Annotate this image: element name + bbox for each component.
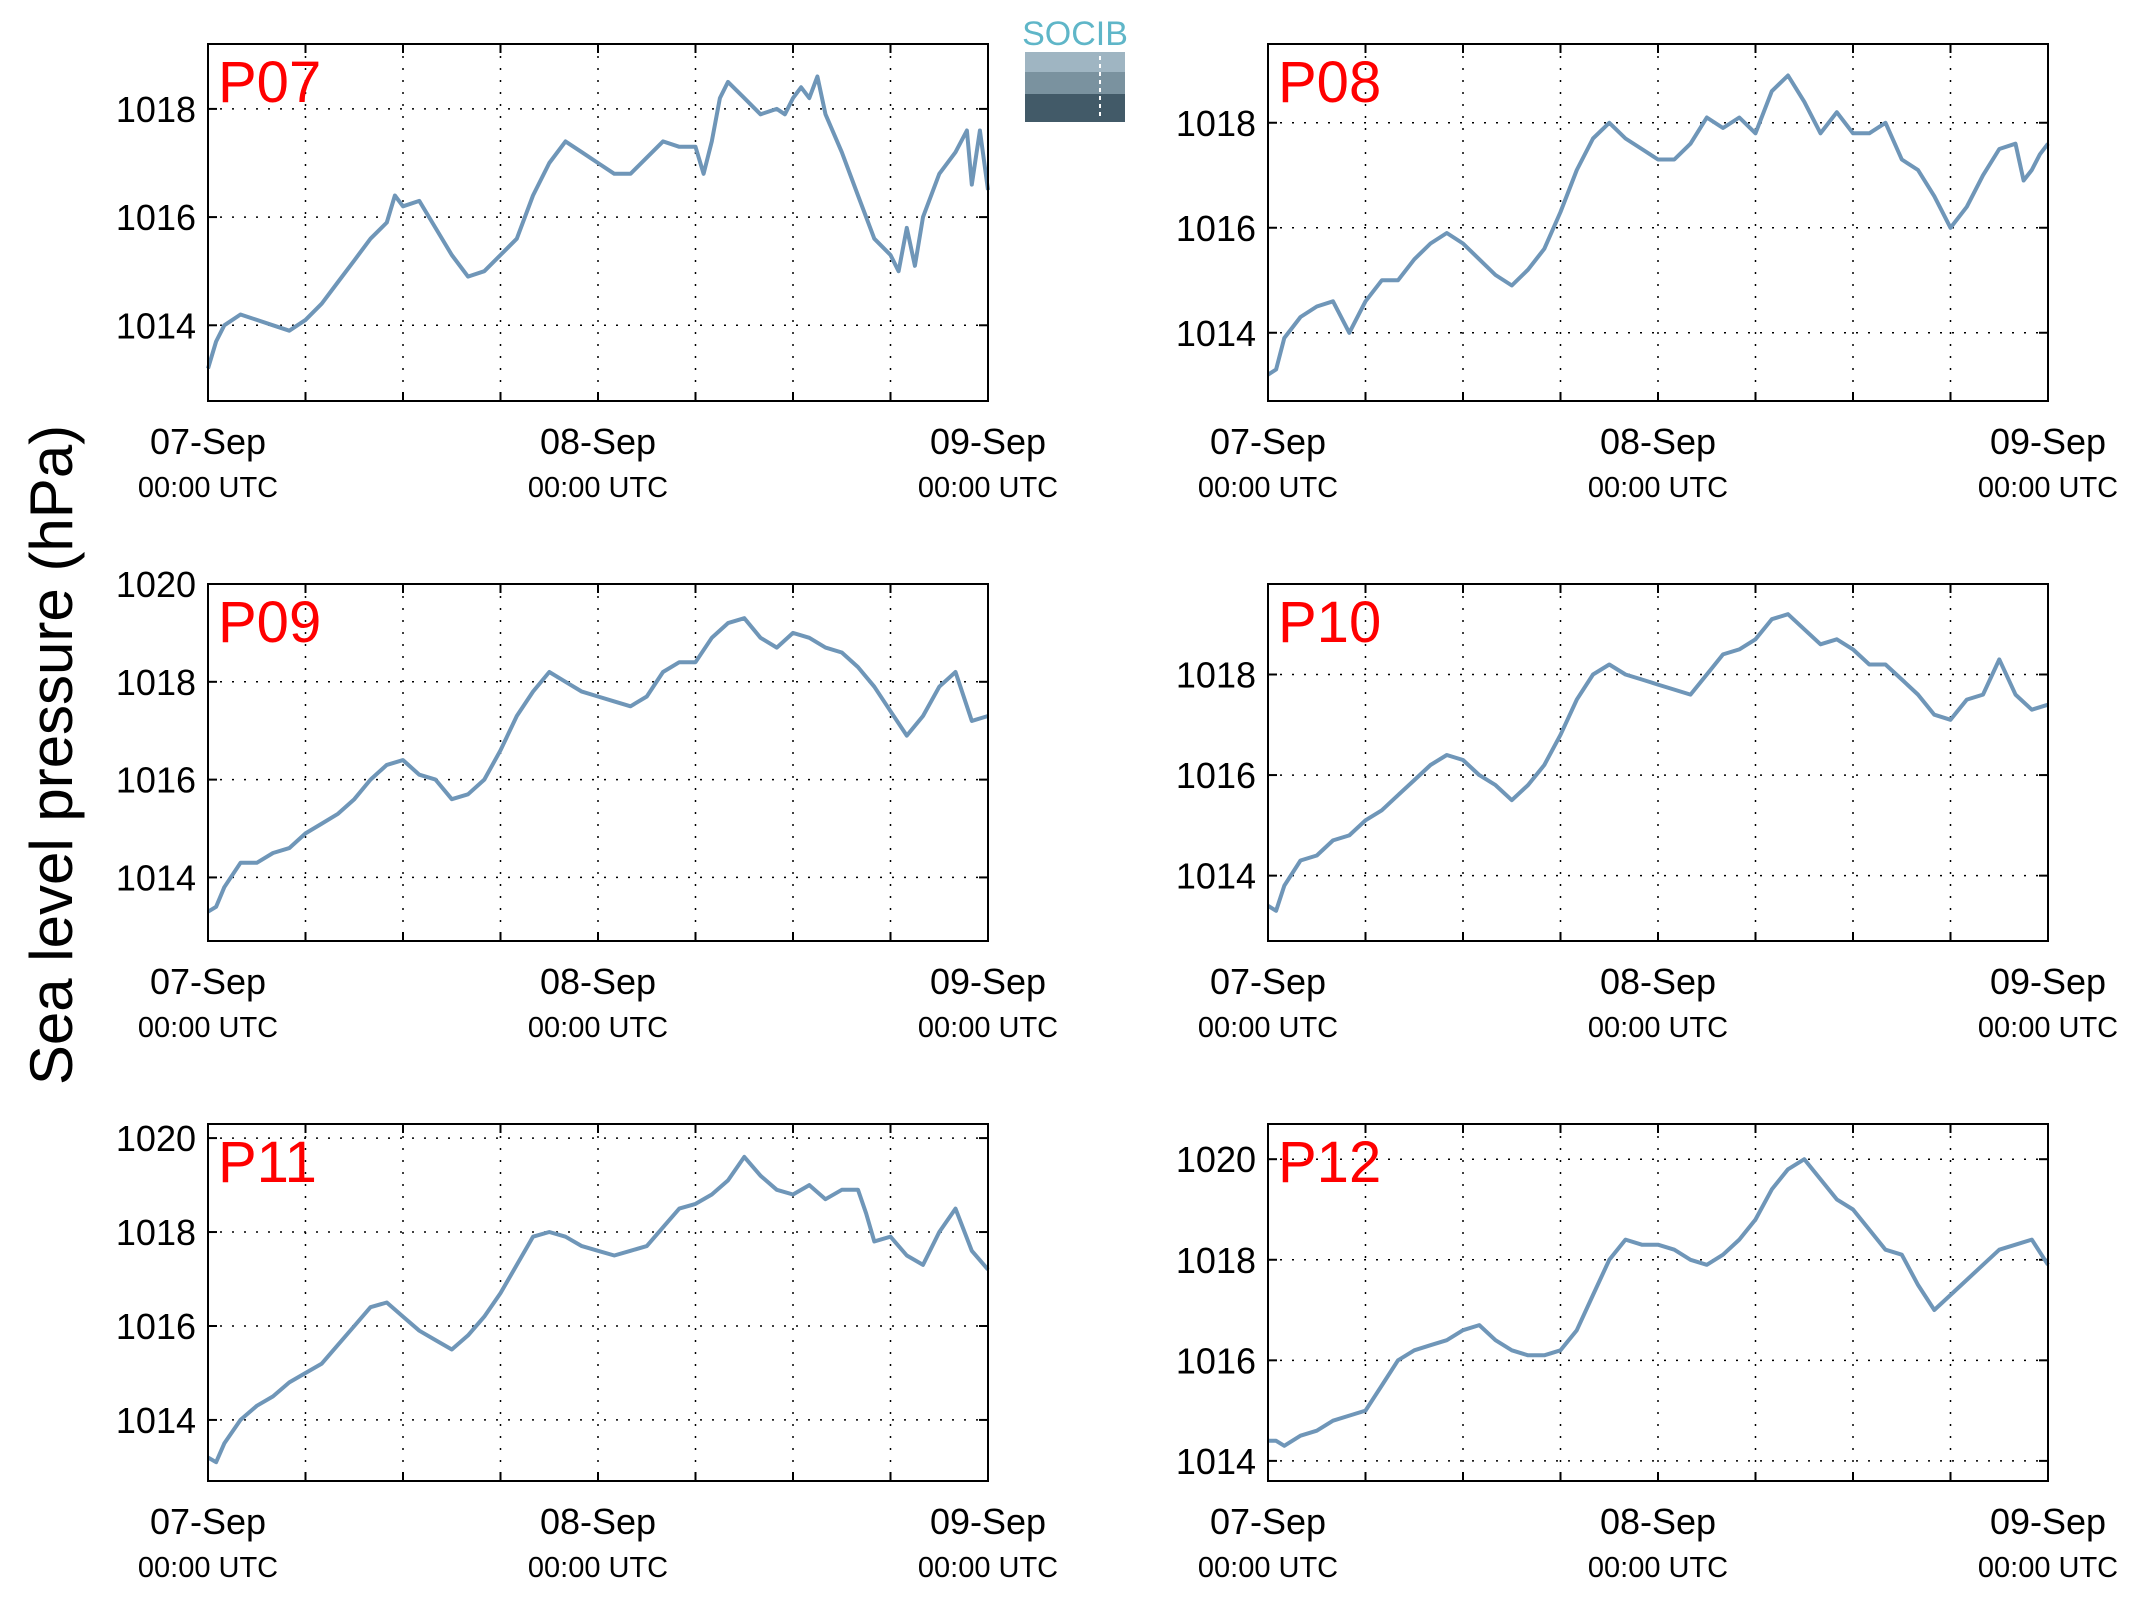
x-tick-label-time: 00:00 UTC (918, 1012, 1058, 1044)
y-tick-label: 1014 (1176, 856, 1256, 897)
x-tick-label-date: 08-Sep (1600, 961, 1716, 1002)
x-tick-label-time: 00:00 UTC (138, 472, 278, 504)
panel-label: P11 (218, 1130, 317, 1195)
panel-label: P09 (218, 590, 321, 655)
x-tick-label-time: 00:00 UTC (1978, 472, 2118, 504)
x-tick-label-date: 09-Sep (1990, 961, 2106, 1002)
axes-box (1267, 1123, 2049, 1482)
x-tick-label-date: 07-Sep (1210, 961, 1326, 1002)
y-tick-label: 1016 (1176, 755, 1256, 796)
y-tick-label: 1020 (116, 564, 196, 605)
y-tick-label: 1018 (116, 89, 196, 130)
x-tick-label-time: 00:00 UTC (918, 472, 1058, 504)
x-tick-label-time: 00:00 UTC (138, 1012, 278, 1044)
y-tick-label: 1016 (116, 1306, 196, 1347)
pressure-series-line (1266, 612, 2049, 913)
axes-box (207, 43, 989, 402)
chart-panels: 1014 1016 1018 07-Sep 00:00 UTC 08-Sep 00:00 U… (116, 43, 2118, 1584)
y-tick-label: 1020 (1176, 1139, 1256, 1180)
y-axis-label: Sea level pressure (hPa) (18, 425, 85, 1085)
y-tick-label: 1014 (1176, 313, 1256, 354)
logo-text: SOCIB (1022, 15, 1128, 53)
x-tick-label-time: 00:00 UTC (1198, 472, 1338, 504)
x-tick-label-date: 09-Sep (930, 1501, 1046, 1542)
x-tick-label-time: 00:00 UTC (1588, 1552, 1728, 1584)
chart-panel-p10: 1014 1016 1018 07-Sep 00:00 UTC 08-Sep 00:00 U… (1176, 583, 2118, 1044)
x-tick-label-date: 09-Sep (1990, 1501, 2106, 1542)
x-tick-label-date: 07-Sep (1210, 421, 1326, 462)
pressure-series-line (206, 616, 989, 914)
chart-panel-p07: 1014 1016 1018 07-Sep 00:00 UTC 08-Sep 00:00 U… (116, 43, 1058, 504)
x-tick-label-time: 00:00 UTC (1198, 1012, 1338, 1044)
x-tick-label-date: 09-Sep (930, 961, 1046, 1002)
pressure-series-line (1268, 1157, 2050, 1448)
y-tick-label: 1018 (1176, 103, 1256, 144)
y-tick-label: 1018 (1176, 655, 1256, 696)
chart-panel-p09: 1014 1016 1018 1020 07-Sep 00:00 UTC 08-Sep 00:… (116, 564, 1058, 1044)
x-tick-label-time: 00:00 UTC (1978, 1012, 2118, 1044)
x-tick-label-time: 00:00 UTC (1588, 1012, 1728, 1044)
panel-label: P12 (1278, 1130, 1381, 1195)
y-tick-label: 1018 (1176, 1240, 1256, 1281)
y-tick-label: 1018 (116, 662, 196, 703)
x-tick-label-time: 00:00 UTC (528, 472, 668, 504)
y-tick-label: 1016 (1176, 1340, 1256, 1381)
y-tick-label: 1016 (116, 197, 196, 238)
pressure-series-line (206, 1154, 990, 1465)
x-tick-label-date: 08-Sep (1600, 421, 1716, 462)
axes-box (1267, 583, 2049, 942)
chart-panel-p08: 1014 1016 1018 07-Sep 00:00 UTC 08-Sep 00:00 U… (1176, 43, 2118, 504)
axes-box (207, 1123, 989, 1482)
pressure-series-line (1266, 73, 2050, 377)
panel-label: P08 (1278, 50, 1381, 115)
y-tick-label: 1014 (116, 305, 196, 346)
x-tick-label-time: 00:00 UTC (1588, 472, 1728, 504)
panel-label: P07 (218, 50, 321, 115)
x-tick-label-time: 00:00 UTC (1978, 1552, 2118, 1584)
panel-label: P10 (1278, 590, 1381, 655)
x-tick-label-time: 00:00 UTC (138, 1552, 278, 1584)
y-tick-label: 1018 (116, 1212, 196, 1253)
x-tick-label-time: 00:00 UTC (528, 1012, 668, 1044)
y-tick-label: 1014 (116, 1400, 196, 1441)
x-tick-label-time: 00:00 UTC (528, 1552, 668, 1584)
x-tick-label-date: 09-Sep (930, 421, 1046, 462)
x-tick-label-date: 07-Sep (150, 1501, 266, 1542)
pressure-series-line (206, 74, 990, 370)
x-tick-label-date: 08-Sep (540, 961, 656, 1002)
y-tick-label: 1020 (116, 1118, 196, 1159)
x-tick-label-date: 07-Sep (1210, 1501, 1326, 1542)
x-tick-label-date: 08-Sep (540, 1501, 656, 1542)
y-tick-label: 1016 (116, 760, 196, 801)
x-tick-label-date: 09-Sep (1990, 421, 2106, 462)
chart-panel-p12: 1014 1016 1018 1020 07-Sep 00:00 UTC 08-Sep 00:… (1176, 1123, 2118, 1584)
y-tick-label: 1014 (116, 857, 196, 898)
axes-box (207, 583, 989, 942)
y-tick-label: 1014 (1176, 1441, 1256, 1482)
socib-logo: SOCIB (1022, 15, 1128, 122)
chart-panel-p11: 1014 1016 1018 1020 07-Sep 00:00 UTC 08-Sep 00:… (116, 1118, 1058, 1584)
x-tick-label-date: 08-Sep (1600, 1501, 1716, 1542)
x-tick-label-date: 07-Sep (150, 421, 266, 462)
x-tick-label-date: 07-Sep (150, 961, 266, 1002)
x-tick-label-time: 00:00 UTC (918, 1552, 1058, 1584)
axes-box (1267, 43, 2049, 402)
x-tick-label-time: 00:00 UTC (1198, 1552, 1338, 1584)
x-tick-label-date: 08-Sep (540, 421, 656, 462)
y-tick-label: 1016 (1176, 208, 1256, 249)
